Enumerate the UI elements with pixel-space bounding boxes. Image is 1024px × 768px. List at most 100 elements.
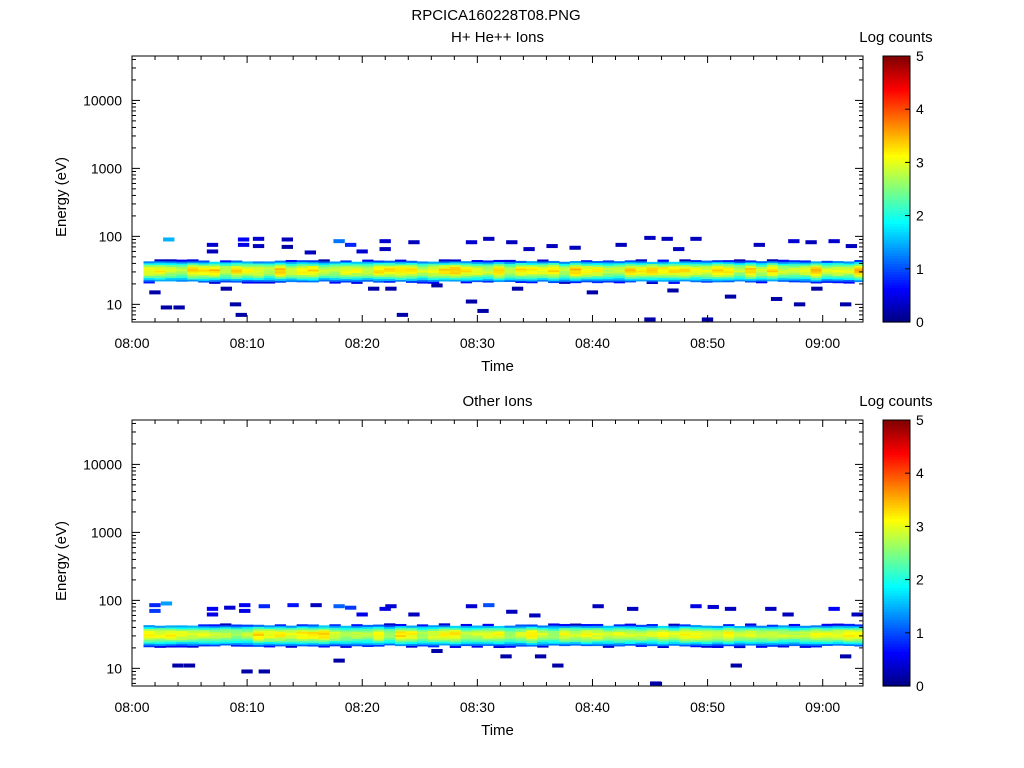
colorbar-segment	[883, 505, 910, 509]
spectrogram-cell	[854, 278, 863, 281]
spectrogram-cell	[777, 627, 790, 630]
spectrogram-cell	[176, 272, 188, 275]
spectrogram-cell	[252, 632, 265, 635]
spectrogram-cell	[810, 634, 822, 637]
spectrogram-cell	[821, 643, 833, 646]
colorbar-segment	[883, 66, 910, 70]
colorbar-segment	[883, 215, 910, 219]
spectrogram-cell	[624, 634, 637, 637]
spectrogram-cell	[570, 268, 582, 271]
spectrogram-cell	[329, 636, 341, 640]
colorbar-segment	[883, 619, 910, 623]
spectrogram-cell	[340, 267, 352, 270]
spectrogram-cell	[241, 641, 254, 644]
spectrogram-cell	[821, 641, 833, 645]
spectrogram-cell	[657, 642, 669, 645]
spectrogram-cell	[679, 640, 691, 643]
spectrogram-cell	[149, 603, 161, 608]
spectrogram-cell	[679, 626, 691, 629]
spectrogram-cell	[460, 625, 472, 628]
spectrogram-cell	[438, 272, 451, 275]
spectrogram-cell	[777, 274, 790, 277]
spectrogram-cell	[668, 267, 680, 270]
spectrogram-cell	[154, 270, 166, 273]
spectrogram-cell	[329, 263, 341, 266]
colorbar-tick-label: 1	[916, 261, 924, 277]
spectrogram-cell	[438, 262, 451, 266]
spectrogram-cell	[405, 264, 418, 267]
colorbar-segment	[883, 282, 910, 286]
spectrogram-cell	[668, 272, 680, 275]
spectrogram-cell	[734, 275, 746, 278]
spectrogram-cell	[318, 632, 330, 635]
colorbar-segment	[883, 473, 910, 477]
spectrogram-cell	[340, 633, 352, 636]
spectrogram-cell	[766, 639, 779, 642]
spectrogram-cell	[307, 626, 319, 629]
spectrogram-cell	[362, 633, 374, 637]
spectrogram-cell	[187, 272, 199, 275]
spectrogram-cell	[646, 633, 658, 636]
spectrogram-cell	[362, 263, 374, 266]
spectrogram-cell	[285, 627, 298, 630]
spectrogram-cell	[471, 274, 483, 277]
spectrogram-cell	[198, 271, 210, 274]
spectrogram-cell	[526, 277, 538, 280]
spectrogram-cell	[460, 261, 472, 264]
spectrogram-cell	[690, 276, 702, 279]
colorbar-segment	[883, 58, 910, 62]
colorbar-segment	[883, 502, 910, 506]
spectrogram-cell	[482, 274, 494, 278]
spectrogram-cell	[160, 601, 173, 606]
spectrogram-cell	[187, 634, 199, 637]
spectrogram-cell	[755, 273, 768, 277]
spectrogram-cell	[734, 633, 746, 636]
spectrogram-cell	[548, 643, 560, 646]
spectrogram-cell	[416, 281, 429, 284]
spectrogram-cell	[580, 274, 593, 277]
spectrogram-cell	[646, 265, 658, 268]
spectrogram-cell	[187, 629, 199, 632]
spectrogram-cell	[712, 625, 724, 628]
spectrogram-cell	[515, 642, 527, 645]
spectrogram-cell	[734, 645, 746, 649]
spectrogram-cell	[854, 274, 863, 277]
x-tick-label: 08:40	[575, 699, 610, 715]
spectrogram-cell	[712, 645, 724, 648]
spectrogram-cell	[285, 269, 298, 272]
spectrogram-cell	[843, 276, 855, 279]
spectrogram-cell	[154, 268, 166, 271]
spectrogram-cell	[296, 635, 308, 638]
spectrogram-cell	[252, 641, 265, 644]
spectrogram-cell	[821, 260, 833, 263]
spectrogram-cell	[285, 259, 298, 263]
spectrogram-cell	[296, 260, 308, 263]
spectrogram-cell	[307, 280, 319, 283]
spectrogram-cell	[176, 636, 188, 639]
spectrogram-cell	[154, 629, 166, 632]
spectrogram-cell	[570, 275, 582, 278]
spectrogram-cell	[723, 267, 735, 270]
spectrogram-cell	[810, 263, 822, 266]
spectrogram-cell	[515, 633, 527, 636]
spectrogram-cell	[296, 638, 308, 641]
spectrogram-cell	[646, 629, 658, 632]
spectrogram-cell	[690, 272, 702, 275]
spectrogram-cell	[624, 260, 637, 263]
spectrogram-cell	[384, 264, 396, 267]
spectrogram-cell	[537, 264, 549, 268]
spectrogram-cell	[526, 270, 538, 273]
spectrogram-cell	[799, 273, 812, 276]
spectrogram-cell	[602, 269, 615, 272]
colorbar-segment	[883, 98, 910, 102]
spectrogram-cell	[493, 638, 505, 641]
colorbar-segment	[883, 433, 910, 437]
spectrogram-cell	[602, 638, 615, 641]
spectrogram-cell	[405, 269, 418, 272]
spectrogram-cell	[613, 626, 626, 629]
spectrogram-cell	[241, 637, 254, 640]
spectrogram-cell	[832, 281, 844, 284]
spectrogram-cell	[602, 625, 615, 628]
spectrogram-cell	[296, 276, 308, 279]
